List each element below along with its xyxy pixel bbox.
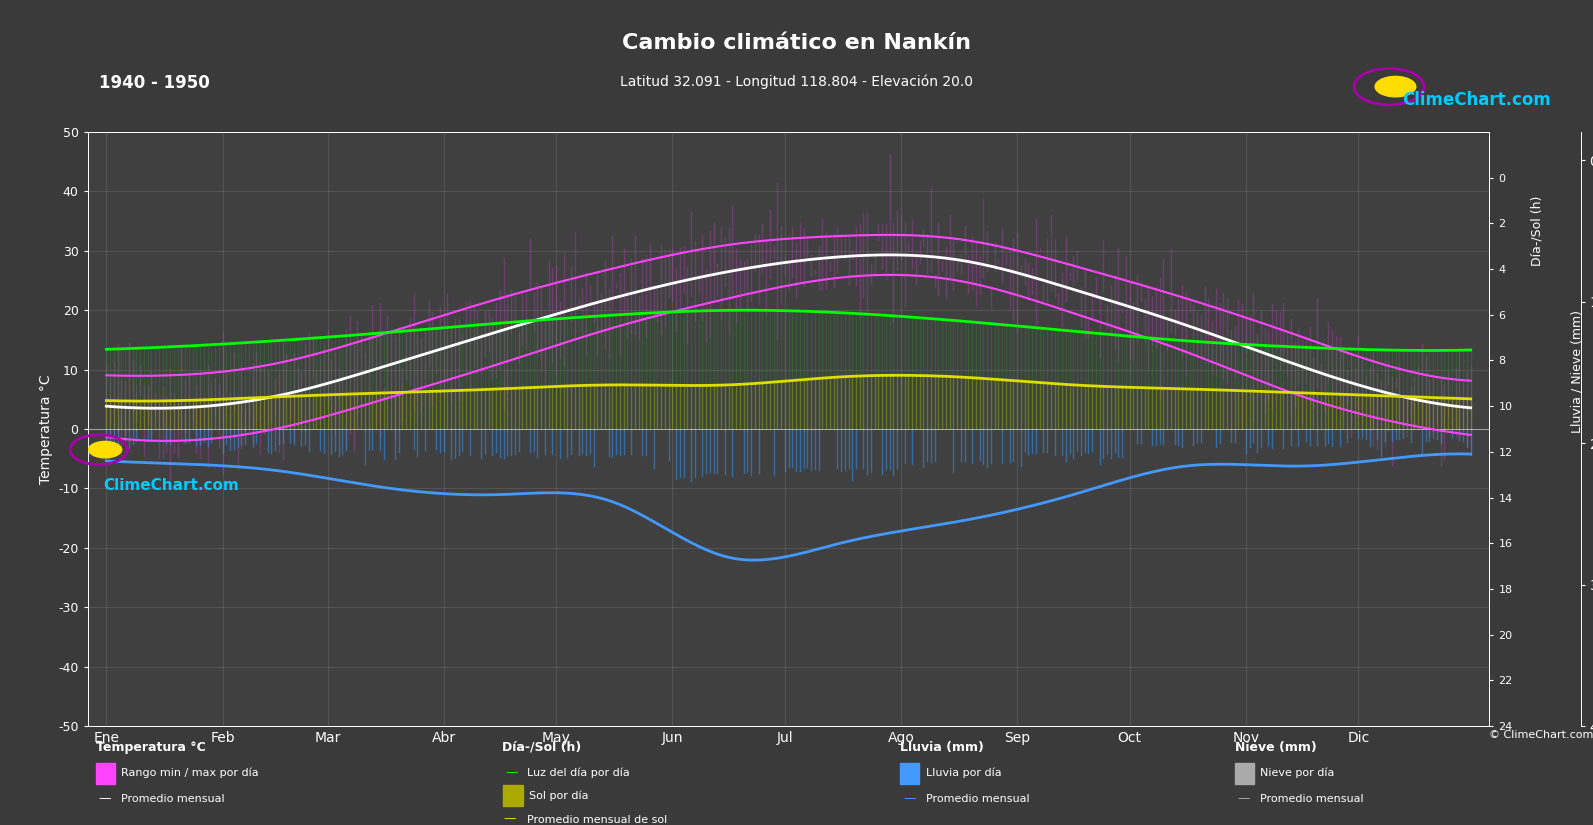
Text: Lluvia (mm): Lluvia (mm) bbox=[900, 741, 984, 754]
Text: Nieve (mm): Nieve (mm) bbox=[1235, 741, 1316, 754]
Text: © ClimeChart.com: © ClimeChart.com bbox=[1489, 730, 1593, 740]
Text: ClimeChart.com: ClimeChart.com bbox=[104, 478, 239, 493]
Text: —: — bbox=[505, 766, 518, 780]
Text: Cambio climático en Nankín: Cambio climático en Nankín bbox=[621, 33, 972, 53]
Text: Promedio mensual: Promedio mensual bbox=[121, 794, 225, 804]
Text: Temperatura °C: Temperatura °C bbox=[96, 741, 205, 754]
Text: —: — bbox=[1238, 792, 1251, 805]
Y-axis label: Temperatura °C: Temperatura °C bbox=[38, 375, 53, 483]
Text: 1940 - 1950: 1940 - 1950 bbox=[99, 74, 210, 92]
Text: Promedio mensual: Promedio mensual bbox=[1260, 794, 1364, 804]
Text: Día-/Sol (h): Día-/Sol (h) bbox=[502, 741, 581, 754]
Text: Nieve por día: Nieve por día bbox=[1260, 768, 1335, 778]
Text: —: — bbox=[903, 792, 916, 805]
Text: Sol por día: Sol por día bbox=[529, 790, 588, 800]
Text: ClimeChart.com: ClimeChart.com bbox=[1402, 91, 1550, 109]
Text: Rango min / max por día: Rango min / max por día bbox=[121, 768, 258, 778]
Text: Promedio mensual de sol: Promedio mensual de sol bbox=[527, 814, 667, 824]
Text: Lluvia por día: Lluvia por día bbox=[926, 768, 1000, 778]
Text: Luz del día por día: Luz del día por día bbox=[527, 768, 631, 778]
Text: Latitud 32.091 - Longitud 118.804 - Elevación 20.0: Latitud 32.091 - Longitud 118.804 - Elev… bbox=[620, 74, 973, 89]
Text: Día-/Sol (h): Día-/Sol (h) bbox=[1531, 196, 1544, 266]
Text: —: — bbox=[99, 792, 112, 805]
Text: Lluvia / Nieve (mm): Lluvia / Nieve (mm) bbox=[1571, 309, 1583, 433]
Text: —: — bbox=[503, 813, 516, 825]
Text: Promedio mensual: Promedio mensual bbox=[926, 794, 1029, 804]
